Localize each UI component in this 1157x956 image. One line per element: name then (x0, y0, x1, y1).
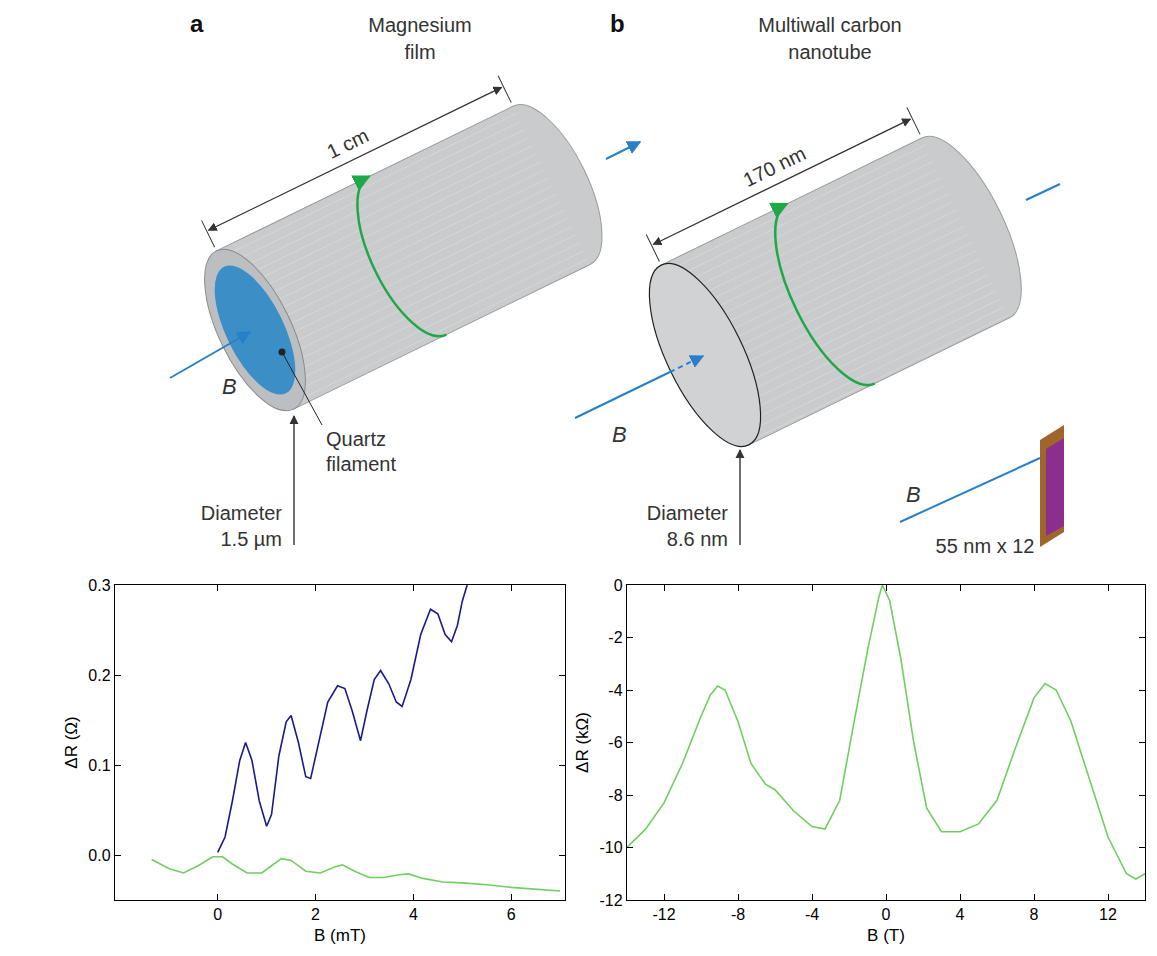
svg-text:Quartzfilament: Quartzfilament (326, 428, 396, 475)
svg-text:55 nm x 12: 55 nm x 12 (936, 535, 1035, 557)
svg-text:ΔR (Ω): ΔR (Ω) (62, 716, 81, 768)
svg-text:0: 0 (882, 906, 891, 923)
svg-text:B (T): B (T) (867, 926, 905, 945)
svg-text:Multiwall carbonnanotube: Multiwall carbonnanotube (758, 14, 901, 63)
svg-text:-4: -4 (608, 682, 622, 699)
svg-text:4: 4 (956, 906, 965, 923)
svg-text:-4: -4 (805, 906, 819, 923)
svg-text:-10: -10 (599, 839, 622, 856)
svg-text:0: 0 (614, 577, 623, 594)
svg-text:b: b (610, 10, 625, 37)
svg-text:ΔR (kΩ): ΔR (kΩ) (573, 712, 592, 773)
svg-text:0.3: 0.3 (88, 577, 110, 594)
svg-text:0: 0 (213, 906, 222, 923)
svg-text:12: 12 (1099, 906, 1117, 923)
svg-text:Magnesiumfilm: Magnesiumfilm (368, 14, 471, 63)
svg-text:B (mT): B (mT) (314, 926, 366, 945)
svg-text:-12: -12 (652, 906, 675, 923)
svg-text:2: 2 (311, 906, 320, 923)
svg-text:0.1: 0.1 (88, 757, 110, 774)
svg-text:170 nm: 170 nm (740, 142, 810, 191)
svg-text:-2: -2 (608, 629, 622, 646)
svg-text:0.0: 0.0 (88, 847, 110, 864)
svg-text:-8: -8 (731, 906, 745, 923)
svg-text:Diameter1.5 µm: Diameter1.5 µm (201, 502, 282, 550)
svg-text:-8: -8 (608, 787, 622, 804)
svg-text:a: a (190, 10, 204, 37)
svg-text:B: B (612, 422, 627, 447)
svg-text:6: 6 (507, 906, 516, 923)
svg-text:8: 8 (1030, 906, 1039, 923)
svg-text:1 cm: 1 cm (323, 124, 372, 163)
svg-text:0.2: 0.2 (88, 667, 110, 684)
svg-text:-12: -12 (599, 892, 622, 909)
svg-text:B: B (222, 374, 237, 399)
svg-text:B: B (906, 482, 921, 507)
svg-text:-6: -6 (608, 734, 622, 751)
svg-text:4: 4 (409, 906, 418, 923)
svg-text:Diameter8.6 nm: Diameter8.6 nm (647, 502, 728, 550)
